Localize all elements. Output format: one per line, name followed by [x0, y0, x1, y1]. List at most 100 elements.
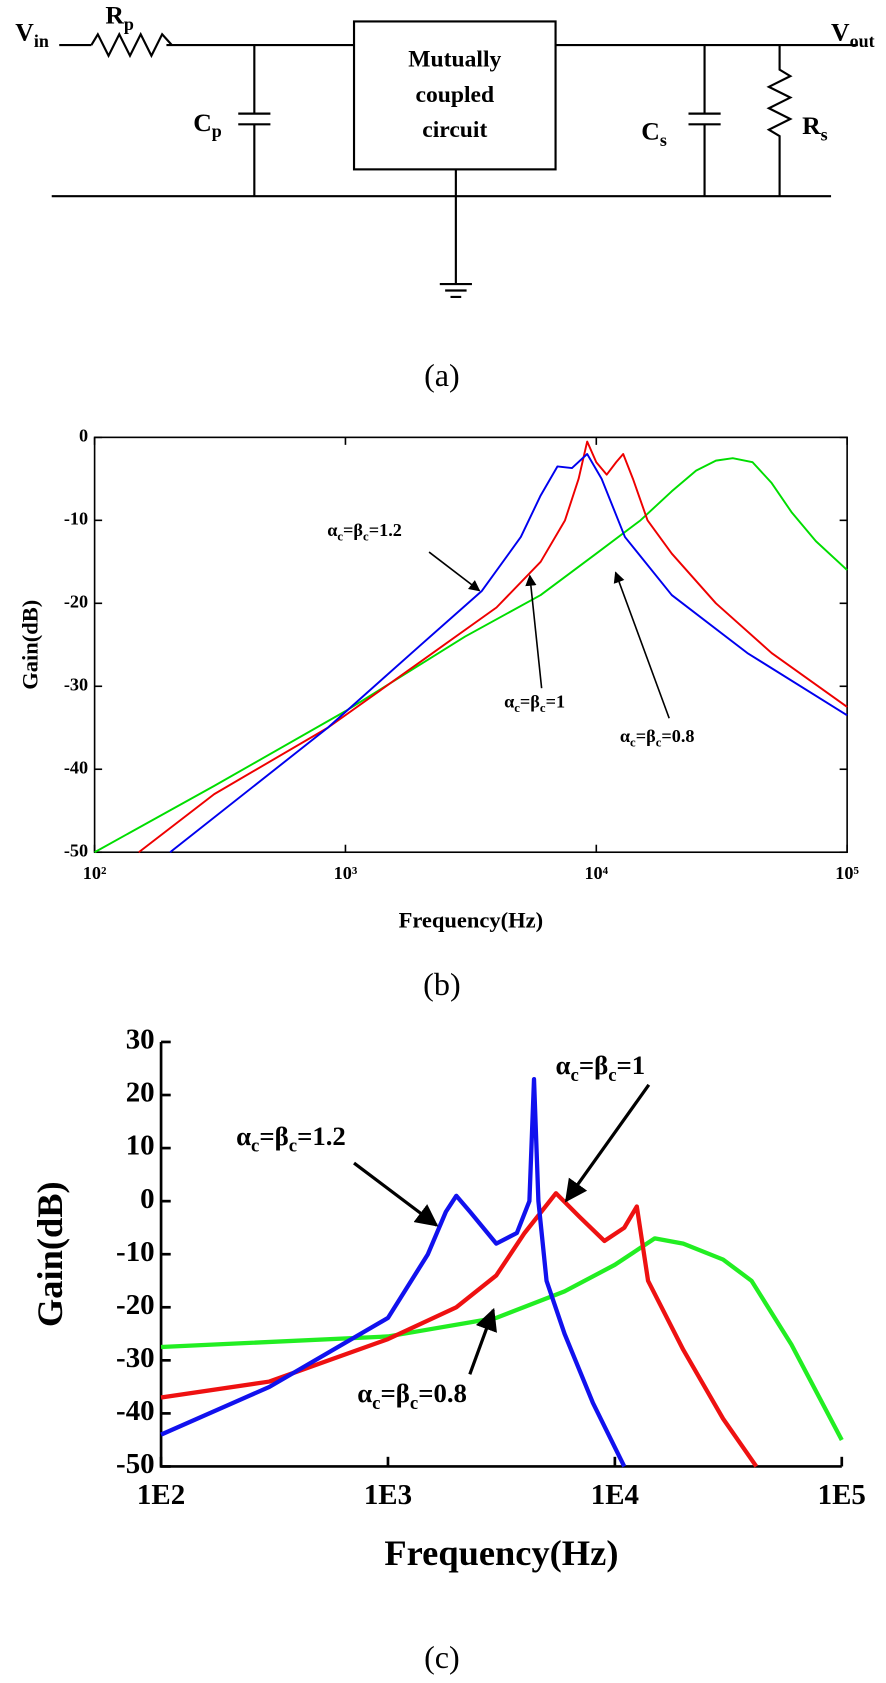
annotation-arrow [353, 1161, 439, 1227]
text-part: α [327, 520, 337, 540]
x-tick-label: 1E3 [364, 1479, 412, 1511]
subscript: c [289, 1136, 297, 1157]
text-part: =β [259, 1121, 288, 1151]
series-line [160, 1077, 627, 1468]
text-part: =β [636, 726, 656, 746]
text-part: =β [520, 692, 540, 712]
x-tick-label: 10⁵ [835, 863, 859, 883]
label-rp: Rp [105, 1, 134, 34]
subscript: s [821, 124, 828, 144]
annotation: αc=βc=0.8 [620, 726, 695, 750]
y-tick-label: 30 [126, 1024, 155, 1056]
text-part: α [236, 1121, 251, 1151]
label-vin: Vin [15, 18, 49, 51]
text-part: =0.8 [418, 1378, 467, 1408]
text-part: R [105, 1, 124, 30]
subscript: c [656, 735, 662, 749]
series-line [169, 453, 848, 853]
series-line [160, 1236, 844, 1441]
annotation: αc=βc=1.2 [236, 1121, 346, 1157]
annotation-arrow [613, 571, 670, 719]
text-part: C [193, 108, 212, 137]
annotation: αc=βc=1.2 [327, 520, 402, 544]
text-part: α [556, 1050, 571, 1080]
plot-frame [93, 436, 848, 854]
text-part: =1 [546, 692, 565, 712]
axes [159, 1041, 842, 1468]
panel-label: (a) [424, 357, 460, 393]
annotation: αc=βc=1 [556, 1050, 646, 1086]
box-label: Mutually [408, 46, 501, 72]
series-line [94, 457, 848, 854]
box-label: circuit [422, 117, 487, 143]
y-tick-label: 0 [140, 1183, 154, 1215]
text-part: V [15, 18, 34, 47]
subscript: c [571, 1065, 579, 1086]
ground [439, 169, 472, 299]
x-axis-label: Frequency(Hz) [384, 1533, 618, 1573]
subscript: p [124, 14, 134, 34]
text-part: V [831, 18, 850, 47]
label-cp: Cp [193, 108, 222, 141]
x-tick-label: 10⁴ [584, 863, 608, 883]
series-line [138, 440, 848, 853]
chart: -50 -40 -30 -20 -10 0 10² 10³ 10⁴ 10⁵ Frequency(Hz… [18, 426, 860, 1002]
capacitor-cp [238, 45, 271, 197]
x-tick-label: 1E5 [818, 1479, 866, 1511]
text-part: =1.2 [369, 520, 402, 540]
y-tick-label: -50 [116, 1448, 155, 1480]
text-part: =β [343, 520, 363, 540]
y-tick-label: -50 [64, 840, 88, 860]
annotation-arrow [428, 551, 481, 592]
text-part: C [641, 116, 660, 145]
text-part: α [504, 692, 514, 712]
x-tick-label: 10³ [334, 863, 358, 883]
subscript: in [34, 31, 49, 51]
y-tick-label: 20 [126, 1077, 155, 1109]
annotation-arrow [468, 1307, 497, 1375]
y-tick-label: -20 [64, 591, 88, 611]
series-line [160, 1191, 759, 1468]
y-tick-label: -10 [64, 509, 88, 529]
panel-label: (b) [423, 966, 460, 1002]
label-vout: Vout [831, 18, 875, 51]
subscript: c [337, 530, 343, 544]
annotation: αc=βc=1 [504, 692, 565, 716]
x-tick-label: 10² [83, 863, 107, 883]
label-cs: Cs [641, 116, 667, 149]
x-tick-label: 1E2 [137, 1479, 185, 1511]
y-axis-label: Gain(dB) [18, 600, 43, 690]
x-axis-label: Frequency(Hz) [399, 907, 544, 932]
x-tick-label: 1E4 [591, 1479, 639, 1511]
y-tick-label: 0 [79, 426, 88, 446]
text-part: =1.2 [297, 1121, 346, 1151]
annotation-arrow [564, 1083, 651, 1203]
subscript: c [251, 1136, 259, 1157]
chart: -50 -40 -30 -20 -10 0 10 20 30 1E2 1E3 1E4 1E5 Freque… [30, 1024, 866, 1675]
text-part: =1 [617, 1050, 646, 1080]
subscript: c [540, 701, 546, 715]
subscript: s [660, 130, 667, 150]
text-part: α [620, 726, 630, 746]
text-part: =β [579, 1050, 608, 1080]
subscript: c [630, 735, 636, 749]
subscript: c [514, 701, 520, 715]
text-part: R [802, 111, 821, 140]
text-part: α [357, 1378, 372, 1408]
subscript: p [212, 121, 222, 141]
subscript: out [850, 31, 875, 51]
y-tick-label: -40 [64, 757, 88, 777]
annotation: αc=βc=0.8 [357, 1378, 467, 1414]
y-tick-label: -20 [116, 1289, 155, 1321]
y-tick-label: 10 [126, 1130, 155, 1162]
subscript: c [410, 1393, 418, 1414]
y-tick-label: -30 [64, 674, 88, 694]
text-part: =β [381, 1378, 410, 1408]
y-tick-label: -10 [116, 1236, 155, 1268]
y-tick-label: -30 [116, 1342, 155, 1374]
panel-label: (c) [424, 1639, 460, 1675]
subscript: c [372, 1393, 380, 1414]
capacitor-cs [688, 45, 721, 197]
